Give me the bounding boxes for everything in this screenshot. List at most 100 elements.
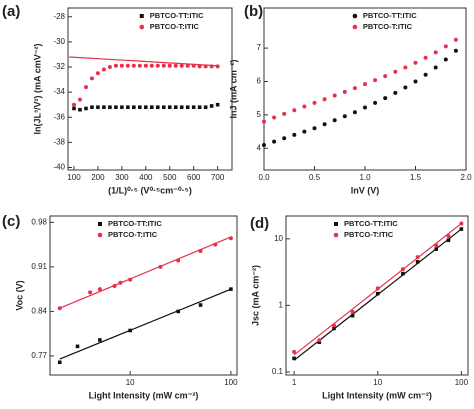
data-point [126, 105, 130, 110]
data-point [161, 105, 166, 110]
data-point [375, 291, 380, 296]
y-tick-label: -40 [53, 163, 65, 172]
data-point [185, 63, 190, 68]
data-point [128, 328, 132, 333]
data-point [203, 64, 208, 69]
data-point [179, 63, 184, 68]
data-point [209, 64, 214, 69]
data-point [114, 105, 118, 110]
x-axis-title: Light Intensity (mW cm⁻²) [322, 390, 432, 400]
y-tick-label: -34 [53, 87, 65, 96]
data-point [71, 102, 76, 107]
fit-line [69, 56, 218, 67]
data-point [352, 86, 357, 91]
plot-frame [285, 215, 469, 376]
data-point [415, 260, 420, 264]
x-tick-label: 100 [67, 173, 81, 182]
plot-frame [263, 7, 467, 171]
panel-label: (d) [250, 215, 269, 232]
data-point [167, 63, 172, 68]
legend-label: PBTCO-TT:ITIC [363, 11, 417, 20]
data-point [83, 85, 88, 90]
legend-marker [97, 232, 103, 238]
data-point [185, 105, 190, 110]
data-point [302, 129, 307, 134]
legend-label: PBTCO-TT:ITIC [108, 219, 162, 228]
legend-label: PBTCO-TT:ITIC [344, 219, 398, 228]
y-tick-label: 10 [274, 234, 283, 243]
data-point [332, 326, 336, 331]
data-point [158, 264, 163, 269]
data-point [453, 48, 458, 53]
panel: (d) 1 10 100 0.1 1 10 Light Intensity (mW cm⁻²)… [250, 215, 469, 400]
data-point [262, 142, 266, 147]
data-point [393, 69, 398, 74]
data-point [434, 243, 439, 248]
data-point [78, 107, 82, 112]
x-tick-label: 10 [126, 378, 135, 387]
data-point [292, 349, 297, 354]
data-point [77, 97, 82, 102]
x-tick-label: 0.5 [309, 173, 321, 182]
data-point [317, 338, 322, 343]
data-point [149, 63, 154, 68]
x-axis-title: (1/L)⁰·⁵ (V⁰·⁵cm⁻⁰·⁵) [108, 185, 192, 195]
data-point [383, 74, 388, 79]
data-point [446, 234, 451, 239]
panel: (c) 10 100 0.77 0.84 0.91 0.98 Light Intensity … [2, 213, 238, 400]
data-point [197, 64, 202, 69]
y-tick-label: -28 [53, 12, 65, 21]
data-point [322, 122, 327, 127]
data-point [443, 57, 448, 62]
y-tick-label: 7 [257, 43, 262, 52]
data-point [415, 255, 420, 260]
y-tick-label: -30 [53, 37, 65, 46]
data-point [446, 238, 451, 243]
y-tick-label: 4 [257, 143, 262, 152]
data-point [292, 356, 296, 361]
data-point [209, 104, 214, 108]
y-axis-title: ln(JL³/V²) (mA cmV⁻²) [32, 44, 42, 135]
data-point [98, 338, 102, 342]
data-point [144, 105, 148, 110]
x-tick-label: 2.0 [460, 173, 472, 182]
data-point [459, 221, 464, 226]
x-tick-label: 10 [373, 378, 382, 387]
data-point [229, 287, 233, 291]
data-point [173, 105, 178, 110]
panel: (a) 100 200 300 400 500 600 700 -28 -30 -32 -34 -36 -… [2, 3, 233, 195]
x-tick-label: 700 [211, 173, 225, 182]
data-point [373, 100, 378, 105]
data-point [262, 119, 266, 124]
data-point [342, 89, 347, 94]
data-point [423, 55, 428, 60]
legend-marker [139, 24, 145, 30]
legend-marker [98, 222, 102, 226]
y-tick-label: 1 [279, 300, 284, 309]
data-point [350, 313, 355, 318]
data-point [292, 108, 297, 113]
x-tick-label: 100 [224, 378, 238, 387]
data-point [433, 65, 438, 70]
data-point [332, 118, 337, 123]
data-point [131, 63, 136, 68]
data-point [203, 105, 208, 110]
legend-label: PBTCO-T:ITIC [363, 22, 413, 31]
data-point [272, 115, 277, 120]
x-tick-label: 1.0 [359, 173, 371, 182]
data-point [119, 63, 124, 68]
data-point [423, 72, 428, 77]
data-point [90, 105, 94, 110]
legend-marker [352, 13, 358, 19]
x-tick-label: 100 [455, 378, 469, 387]
data-point [459, 227, 464, 231]
data-point [89, 76, 94, 81]
data-point [322, 97, 327, 102]
data-point [312, 126, 317, 131]
data-point [125, 63, 130, 68]
data-point [332, 323, 337, 328]
data-point [84, 106, 88, 111]
x-axis-title: lnV (V) [351, 185, 380, 195]
data-point [108, 105, 112, 110]
